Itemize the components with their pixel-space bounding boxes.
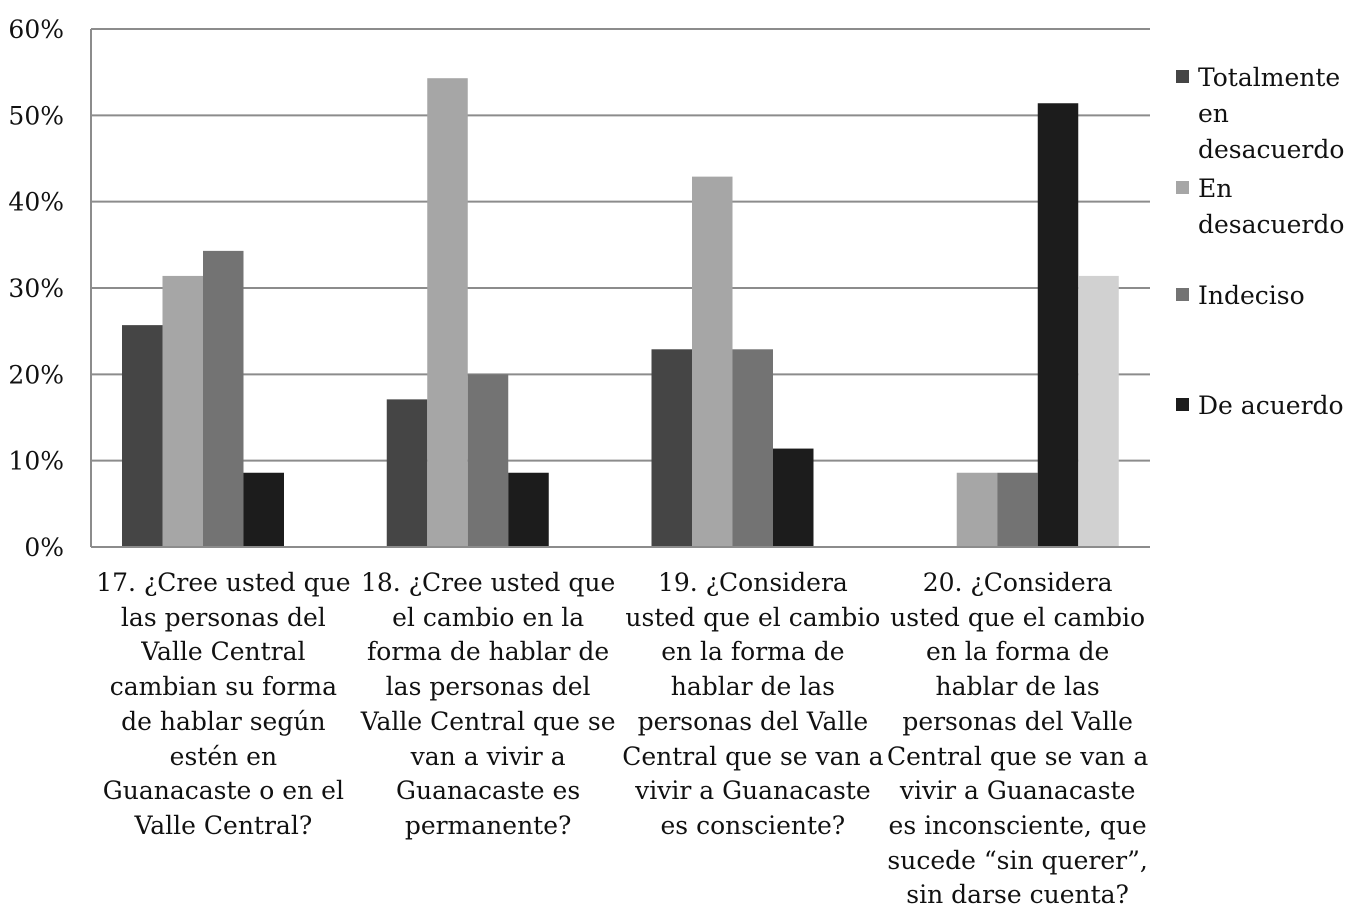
y-tick-label: 30% <box>8 274 64 303</box>
bar-q18-series-0 <box>386 399 428 547</box>
bar-q19-series-1 <box>692 176 733 547</box>
category-label-17: 17. ¿Cree usted que las personas del Val… <box>96 568 351 840</box>
bar-q20-series-2 <box>997 472 1038 547</box>
category-label-19: 19. ¿Considera usted que el cambio en la… <box>622 568 884 840</box>
legend-label: En desacuerdo <box>1198 174 1345 239</box>
y-tick-label: 50% <box>8 101 64 130</box>
bar-q17-series-1 <box>162 275 203 547</box>
bar-q18-series-3 <box>508 472 549 547</box>
bar-q20-series-1 <box>956 472 998 547</box>
bar-q17-series-3 <box>243 472 284 547</box>
bar-q20-series-3 <box>1037 103 1079 547</box>
legend-swatch <box>1176 288 1189 301</box>
y-tick-label: 60% <box>8 15 64 44</box>
legend-label: Indeciso <box>1198 281 1305 310</box>
legend-swatch <box>1176 70 1189 83</box>
bar-q17-series-0 <box>122 325 163 547</box>
bar-q18-series-1 <box>427 78 468 548</box>
y-tick-label: 0% <box>24 533 64 562</box>
bars <box>122 78 1119 548</box>
gridlines <box>91 28 1150 462</box>
category-label-18: 18. ¿Cree usted que el cambio en la form… <box>360 568 616 840</box>
y-tick-label: 10% <box>8 447 64 476</box>
legend-label: De acuerdo <box>1198 391 1344 420</box>
y-tick-label: 20% <box>8 360 64 389</box>
y-axis-ticks: 0% 10% 20% 30% 40% 50% 60% <box>8 15 64 562</box>
bar-q19-series-2 <box>732 349 773 547</box>
legend-swatch <box>1176 181 1189 194</box>
bar-q20-series-4 <box>1078 275 1119 547</box>
bar-q17-series-2 <box>203 250 244 548</box>
y-tick-label: 40% <box>8 188 64 217</box>
bar-q19-series-3 <box>773 448 814 547</box>
legend-label: Totalmente en desacuerdo <box>1198 63 1345 164</box>
category-label-20: 20. ¿Considera usted que el cambio en la… <box>886 568 1149 910</box>
bar-q18-series-2 <box>467 374 509 547</box>
legend-swatch <box>1176 398 1189 411</box>
bar-q19-series-0 <box>651 349 692 547</box>
